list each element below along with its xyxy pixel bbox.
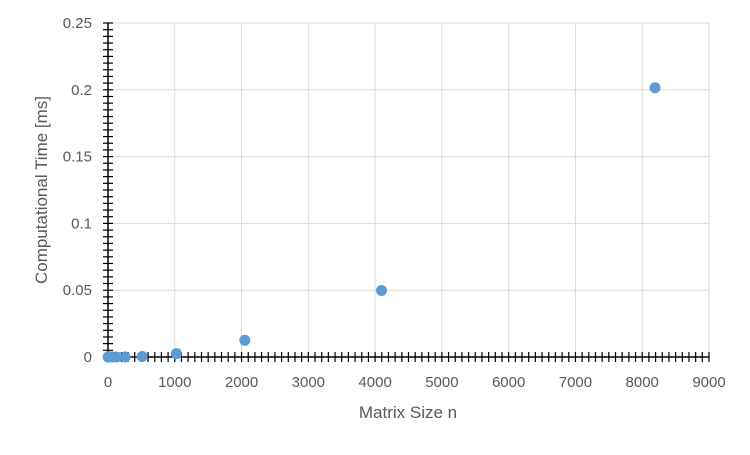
data-point [376,284,388,296]
x-tick-label: 8000 [626,374,659,391]
gridlines [108,22,710,357]
y-tick-label: 0.1 [71,215,92,232]
x-tick-label: 5000 [425,374,458,391]
x-tick-label: 6000 [492,374,525,391]
y-tick-label: 0.25 [63,15,92,32]
y-tick-label: 0.15 [63,149,92,166]
y-tick-label: 0.05 [63,282,92,299]
data-point [239,334,251,346]
x-tick-label: 1000 [158,374,191,391]
x-tick-label: 9000 [692,374,725,391]
data-point [136,350,148,362]
data-point [111,351,123,363]
data-point [170,348,182,360]
x-tick-label: 0 [104,374,112,391]
data-point [119,351,131,363]
x-tick-label: 2000 [225,374,258,391]
axes [103,22,710,362]
x-tick-label: 7000 [559,374,592,391]
tick-labels: 0 1000 2000 3000 4000 5000 6000 7000 8000 9000 0 0.… [63,15,726,391]
y-tick-label: 0 [84,349,92,366]
data-point [649,82,661,94]
y-tick-label: 0.2 [71,82,92,99]
data-points [102,82,661,363]
y-axis-label: Computational Time [ms] [32,96,51,284]
x-tick-label: 3000 [292,374,325,391]
x-axis-label: Matrix Size n [359,403,457,422]
x-tick-label: 4000 [358,374,391,391]
